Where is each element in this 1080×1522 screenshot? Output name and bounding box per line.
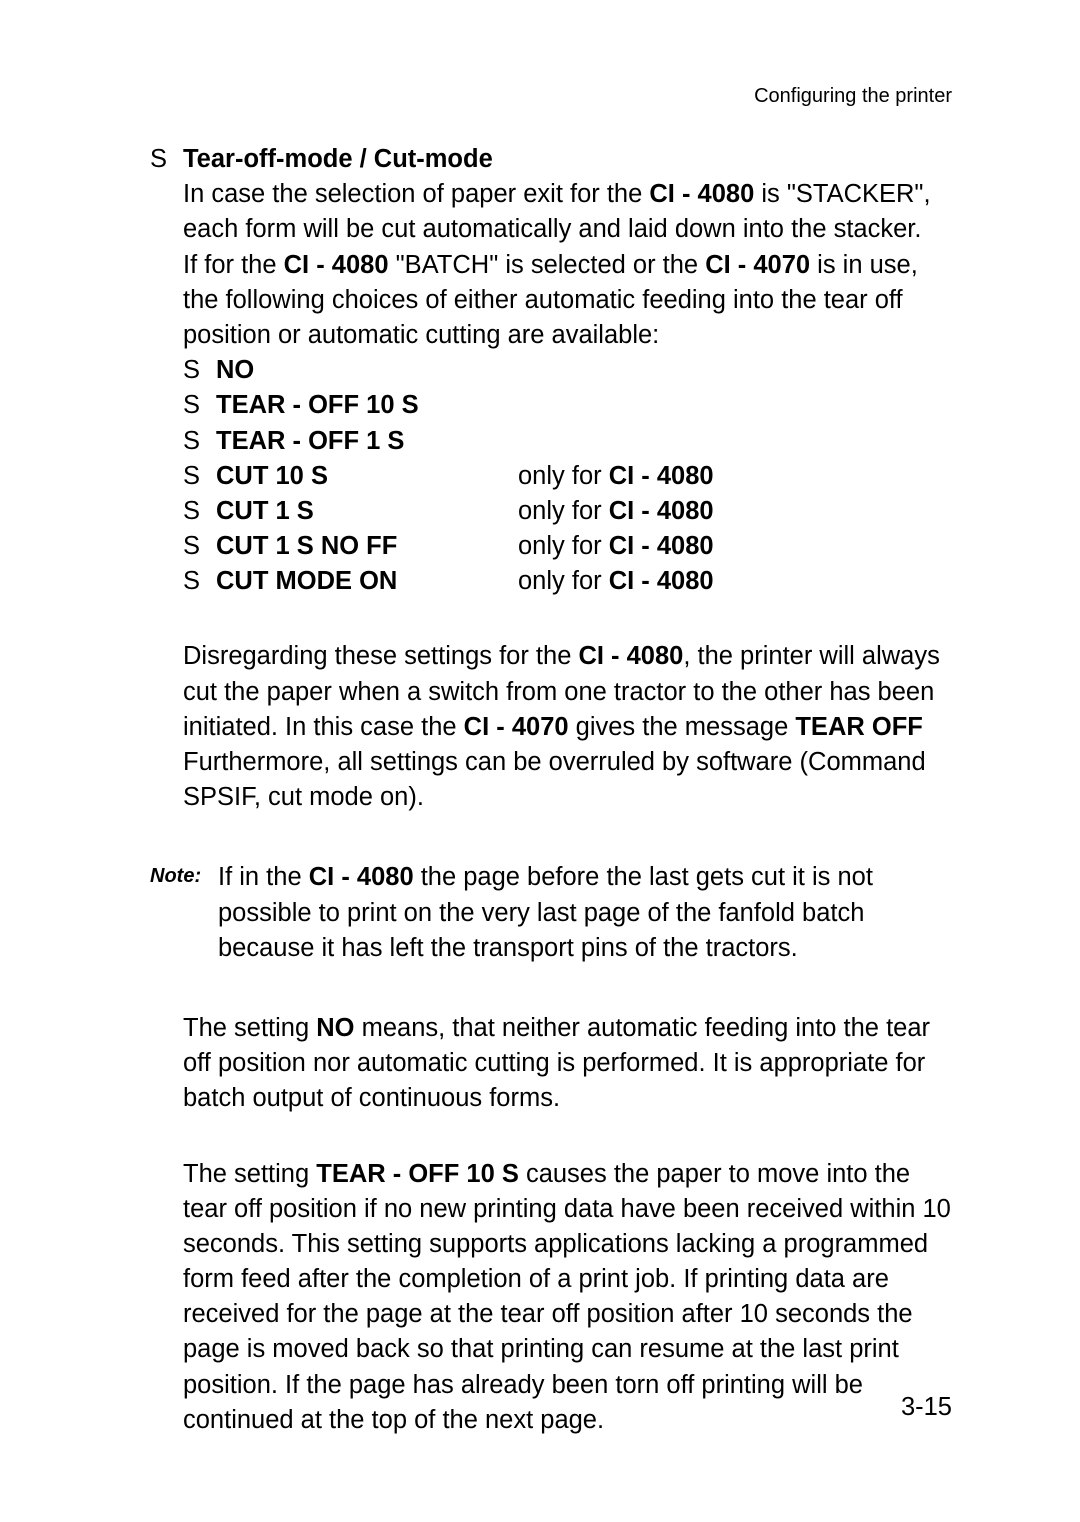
page-header: Configuring the printer xyxy=(150,85,952,108)
setting-name: NO xyxy=(316,1014,354,1042)
option-label: CUT 1 S xyxy=(216,497,314,525)
option-label: TEAR - OFF 10 S xyxy=(216,391,419,419)
option-label: CUT MODE ON xyxy=(216,567,397,595)
text: gives the message xyxy=(569,713,796,741)
option-row: SCUT 1 S only for CI - 4080 xyxy=(150,494,952,529)
note-label: Note: xyxy=(150,860,218,891)
text: If in the xyxy=(218,863,309,891)
option-row: STEAR - OFF 10 S xyxy=(150,388,952,423)
content: STear-off-mode / Cut-mode In case the se… xyxy=(150,142,952,1438)
bullet: S xyxy=(183,459,216,494)
bullet: S xyxy=(150,142,183,177)
model-ref: CI - 4080 xyxy=(649,180,754,208)
option-note: only for CI - 4080 xyxy=(518,564,714,599)
option-label: CUT 10 S xyxy=(216,462,328,490)
paragraph-no: The setting NO means, that neither autom… xyxy=(150,1011,952,1117)
after-options-paragraph: Disregarding these settings for the CI -… xyxy=(150,639,952,815)
paragraph-tearoff: The setting TEAR - OFF 10 S causes the p… xyxy=(150,1157,952,1439)
text: Disregarding these settings for the xyxy=(183,642,578,670)
option-label: NO xyxy=(216,356,254,384)
bullet: S xyxy=(183,564,216,599)
model-ref: CI - 4070 xyxy=(464,713,569,741)
model-ref: CI - 4080 xyxy=(309,863,414,891)
bullet: S xyxy=(183,353,216,388)
option-label: TEAR - OFF 1 S xyxy=(216,427,404,455)
bullet: S xyxy=(183,388,216,423)
text: If for the xyxy=(183,251,284,279)
intro-paragraph: In case the selection of paper exit for … xyxy=(150,177,952,353)
section-title: Tear-off-mode / Cut-mode xyxy=(183,145,493,173)
option-row: SCUT 1 S NO FF only for CI - 4080 xyxy=(150,529,952,564)
command-ref: TEAR OFF xyxy=(795,713,923,741)
model-ref: CI - 4070 xyxy=(705,251,810,279)
option-note: only for CI - 4080 xyxy=(518,529,714,564)
option-row: SNO xyxy=(150,353,952,388)
model-ref: CI - 4080 xyxy=(284,251,389,279)
model-ref: CI - 4080 xyxy=(578,642,683,670)
text: causes the paper to move into the tear o… xyxy=(183,1160,951,1434)
option-label: CUT 1 S NO FF xyxy=(216,532,397,560)
section-heading: STear-off-mode / Cut-mode xyxy=(150,142,952,177)
text: Furthermore, all settings can be overrul… xyxy=(183,748,926,811)
text: In case the selection of paper exit for … xyxy=(183,180,649,208)
option-row: SCUT MODE ON only for CI - 4080 xyxy=(150,564,952,599)
text: The setting xyxy=(183,1160,316,1188)
option-note: only for CI - 4080 xyxy=(518,494,714,529)
bullet: S xyxy=(183,529,216,564)
note-body: If in the CI - 4080 the page before the … xyxy=(218,860,952,966)
note-block: Note: If in the CI - 4080 the page befor… xyxy=(150,860,952,966)
bullet: S xyxy=(183,424,216,459)
option-note: only for CI - 4080 xyxy=(518,459,714,494)
bullet: S xyxy=(183,494,216,529)
text: The setting xyxy=(183,1014,316,1042)
text: "BATCH" is selected or the xyxy=(389,251,706,279)
page-number: 3-15 xyxy=(901,1393,952,1422)
setting-name: TEAR - OFF 10 S xyxy=(316,1160,519,1188)
option-row: SCUT 10 S only for CI - 4080 xyxy=(150,459,952,494)
option-row: STEAR - OFF 1 S xyxy=(150,424,952,459)
